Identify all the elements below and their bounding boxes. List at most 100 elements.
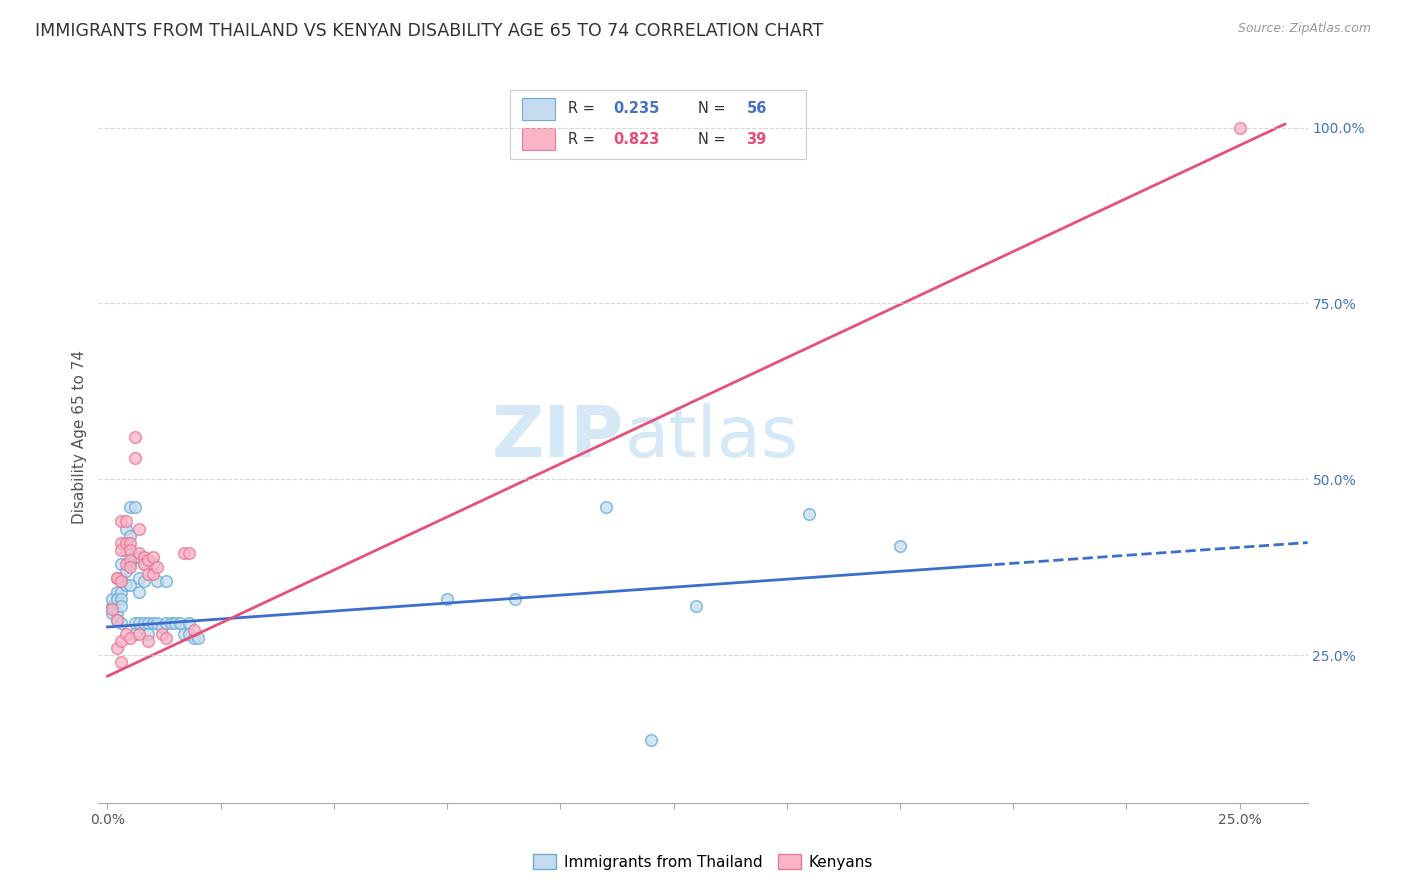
Point xyxy=(101,606,124,620)
Point xyxy=(110,634,132,648)
Text: 0.823: 0.823 xyxy=(613,132,659,147)
Point xyxy=(128,571,150,585)
Point xyxy=(155,574,177,589)
Point xyxy=(110,515,132,529)
Point xyxy=(114,522,136,536)
Point xyxy=(114,564,136,578)
Point xyxy=(128,546,150,560)
Point xyxy=(101,602,124,616)
Point xyxy=(685,599,707,613)
Point xyxy=(124,616,146,631)
Point xyxy=(120,500,142,515)
Point xyxy=(155,631,177,645)
Point xyxy=(114,557,136,571)
Text: N =: N = xyxy=(699,132,730,147)
Point xyxy=(114,535,136,549)
Text: 0.235: 0.235 xyxy=(613,101,659,116)
Point xyxy=(110,557,132,571)
Point xyxy=(124,451,146,466)
Point xyxy=(110,599,132,613)
Point xyxy=(889,539,911,553)
Point xyxy=(105,591,128,606)
Point xyxy=(105,571,128,585)
Point xyxy=(114,515,136,529)
Point xyxy=(128,616,150,631)
Point xyxy=(173,546,195,560)
Point xyxy=(101,599,124,613)
Point xyxy=(120,578,142,592)
Point xyxy=(150,620,173,634)
Point xyxy=(187,631,209,645)
Point xyxy=(124,549,146,564)
Point xyxy=(128,584,150,599)
Point xyxy=(799,508,821,522)
Point xyxy=(105,613,128,627)
Text: N =: N = xyxy=(699,101,730,116)
Point xyxy=(142,549,165,564)
Point xyxy=(132,574,155,589)
Point xyxy=(155,616,177,631)
Point xyxy=(120,542,142,557)
Point xyxy=(136,634,159,648)
Point xyxy=(128,549,150,564)
Point xyxy=(136,567,159,582)
Text: IMMIGRANTS FROM THAILAND VS KENYAN DISABILITY AGE 65 TO 74 CORRELATION CHART: IMMIGRANTS FROM THAILAND VS KENYAN DISAB… xyxy=(35,22,824,40)
Point xyxy=(436,591,458,606)
Point xyxy=(110,535,132,549)
Point xyxy=(124,500,146,515)
Point xyxy=(120,631,142,645)
Point xyxy=(110,542,132,557)
Point xyxy=(142,616,165,631)
Text: Source: ZipAtlas.com: Source: ZipAtlas.com xyxy=(1237,22,1371,36)
Point xyxy=(128,522,150,536)
FancyBboxPatch shape xyxy=(522,128,555,151)
Point xyxy=(110,591,132,606)
Point xyxy=(120,560,142,574)
Point xyxy=(110,655,132,669)
Point xyxy=(142,557,165,571)
Point xyxy=(177,546,200,560)
Point xyxy=(110,571,132,585)
Point xyxy=(183,624,205,638)
Point xyxy=(136,627,159,641)
Point xyxy=(173,627,195,641)
Point xyxy=(110,584,132,599)
Text: 39: 39 xyxy=(747,132,766,147)
Point xyxy=(124,627,146,641)
Point xyxy=(640,732,662,747)
Point xyxy=(114,627,136,641)
Point xyxy=(160,616,183,631)
Point xyxy=(1229,120,1251,135)
Point xyxy=(146,574,169,589)
Point xyxy=(128,627,150,641)
Text: R =: R = xyxy=(568,101,599,116)
Point xyxy=(110,616,132,631)
Point xyxy=(136,553,159,567)
Point xyxy=(105,606,128,620)
Text: ZIP: ZIP xyxy=(492,402,624,472)
Point xyxy=(177,627,200,641)
Point xyxy=(120,557,142,571)
Text: atlas: atlas xyxy=(624,402,799,472)
Point xyxy=(150,627,173,641)
Point xyxy=(165,616,187,631)
Point xyxy=(110,574,132,589)
FancyBboxPatch shape xyxy=(509,90,806,159)
Point xyxy=(120,535,142,549)
Point xyxy=(101,591,124,606)
Point xyxy=(120,528,142,542)
Point xyxy=(124,430,146,444)
Point xyxy=(114,542,136,557)
Point xyxy=(132,549,155,564)
Point xyxy=(132,557,155,571)
Point xyxy=(105,571,128,585)
Point xyxy=(146,560,169,574)
Point xyxy=(183,631,205,645)
Point xyxy=(105,641,128,656)
Point xyxy=(595,500,617,515)
Point xyxy=(132,557,155,571)
Point xyxy=(146,616,169,631)
Point xyxy=(105,584,128,599)
Point xyxy=(136,616,159,631)
Text: R =: R = xyxy=(568,132,599,147)
